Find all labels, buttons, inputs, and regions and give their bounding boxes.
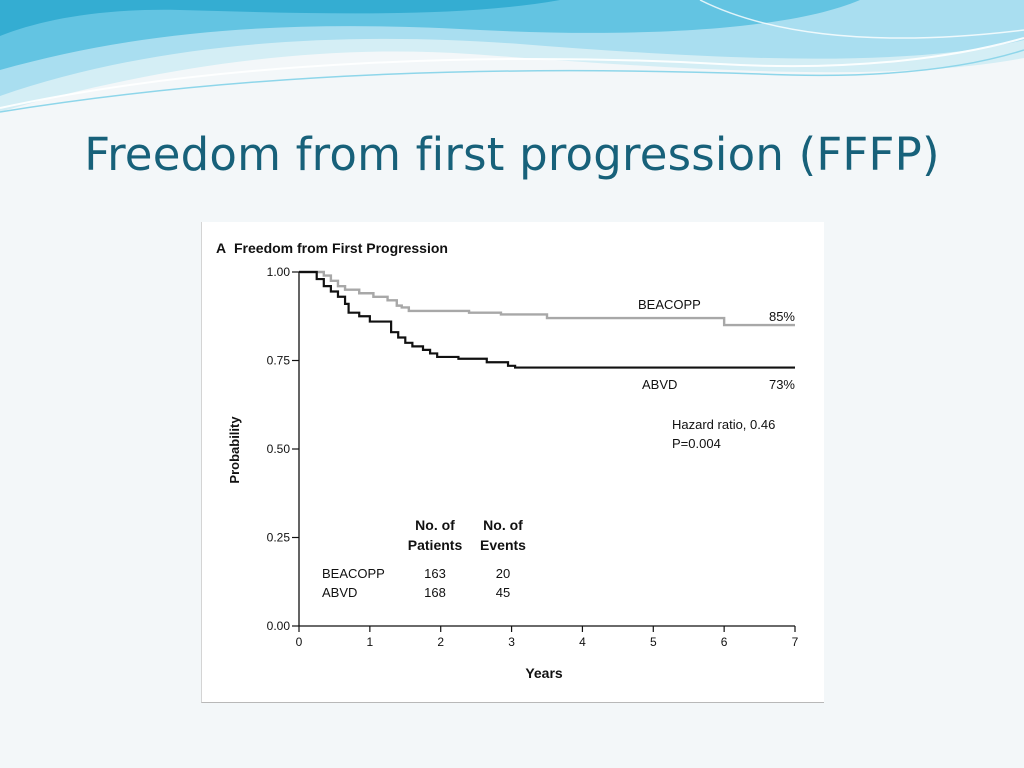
table-header-events-line1: No. of xyxy=(483,517,523,533)
panel-label: A xyxy=(216,240,226,256)
table-header-patients-line1: No. of xyxy=(415,517,455,533)
legend-label-abvd: ABVD xyxy=(642,377,677,392)
background-wave-decoration xyxy=(0,0,1024,113)
table-row-patients: 168 xyxy=(424,585,446,600)
x-axis-ticks: 0 1 2 3 4 5 6 7 xyxy=(296,626,799,649)
x-axis-label: Years xyxy=(525,665,563,681)
x-tick-label: 6 xyxy=(721,635,728,649)
table-header-patients-line2: Patients xyxy=(408,537,463,553)
p-value-annotation: P=0.004 xyxy=(672,436,721,451)
y-axis-ticks: 0.00 0.25 0.50 0.75 1.00 xyxy=(267,265,299,633)
y-tick-label: 0.75 xyxy=(267,354,291,368)
slide-title: Freedom from first progression (FFFP) xyxy=(84,128,940,181)
table-row-group: ABVD xyxy=(322,585,357,600)
y-axis-label: Probability xyxy=(227,416,242,484)
x-tick-label: 1 xyxy=(367,635,374,649)
table-row-events: 20 xyxy=(496,566,510,581)
figure-panel: A Freedom from First Progression 0.00 0.2… xyxy=(201,222,824,703)
x-tick-label: 5 xyxy=(650,635,657,649)
chart-title: Freedom from First Progression xyxy=(234,240,448,256)
series-line-abvd xyxy=(299,270,795,369)
end-label-abvd: 73% xyxy=(769,377,795,392)
hazard-ratio-annotation: Hazard ratio, 0.46 xyxy=(672,417,775,432)
x-tick-label: 4 xyxy=(579,635,586,649)
y-tick-label: 0.25 xyxy=(267,531,291,545)
series-lines xyxy=(299,270,795,369)
series-line-beacopp xyxy=(299,270,795,327)
km-chart: A Freedom from First Progression 0.00 0.2… xyxy=(216,240,799,681)
y-tick-label: 0.50 xyxy=(267,442,291,456)
x-tick-label: 0 xyxy=(296,635,303,649)
table-header-events-line2: Events xyxy=(480,537,526,553)
end-label-beacopp: 85% xyxy=(769,309,795,324)
y-tick-label: 1.00 xyxy=(267,265,291,279)
x-tick-label: 3 xyxy=(508,635,515,649)
table-row-events: 45 xyxy=(496,585,510,600)
table-row-group: BEACOPP xyxy=(322,566,385,581)
x-tick-label: 7 xyxy=(792,635,799,649)
legend-label-beacopp: BEACOPP xyxy=(638,297,701,312)
x-tick-label: 2 xyxy=(437,635,444,649)
table-row-patients: 163 xyxy=(424,566,446,581)
y-tick-label: 0.00 xyxy=(267,619,291,633)
